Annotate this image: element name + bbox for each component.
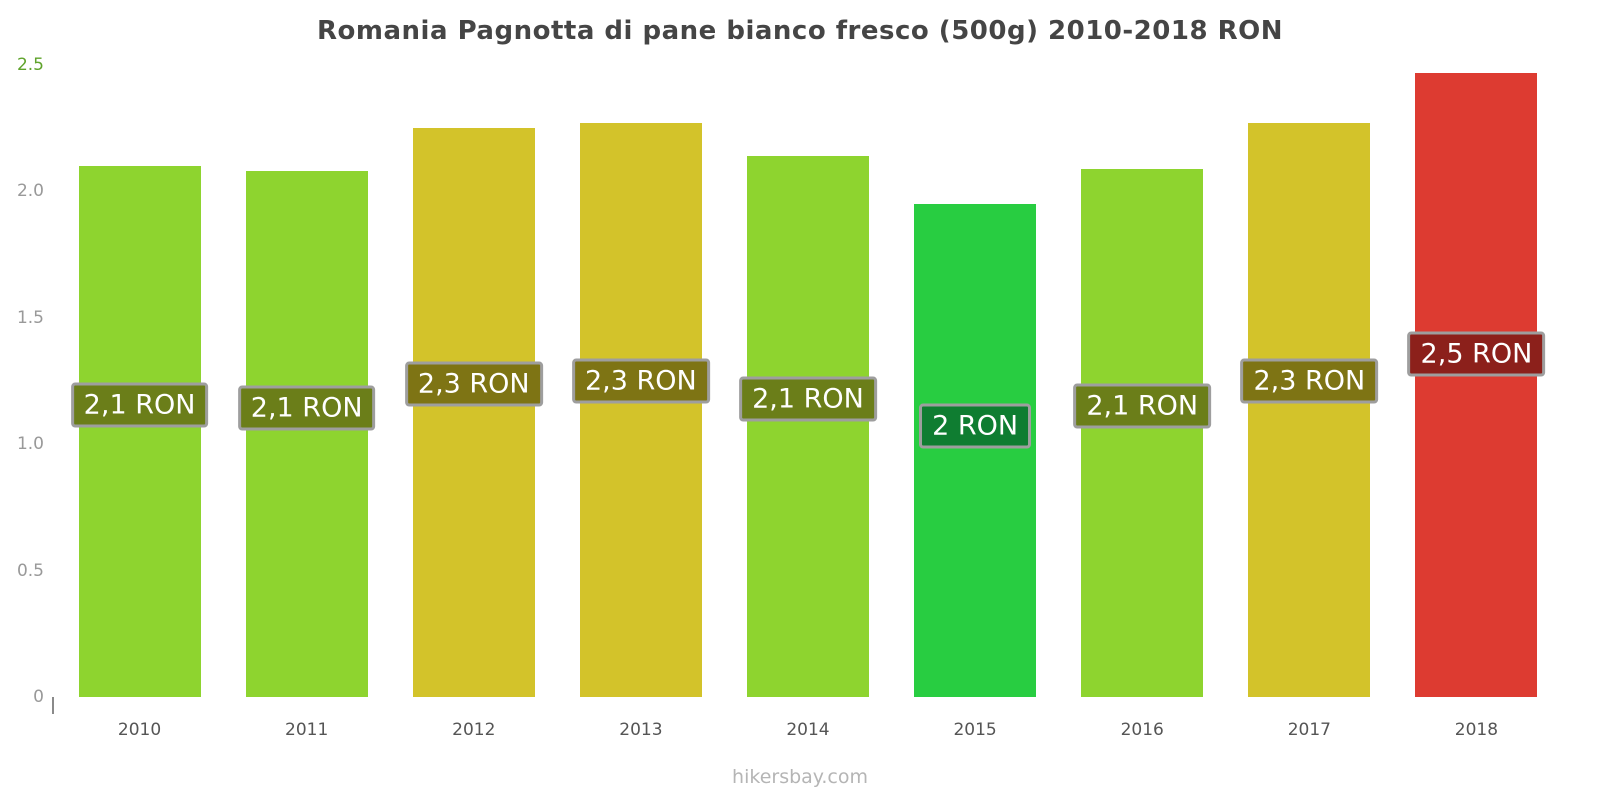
x-tick-label: 2016 [1120,720,1164,740]
bar-2010: 2,1 RON [70,166,209,697]
bar-2011: 2,1 RON [237,171,376,697]
bar-slot: 2,1 RON [223,65,390,697]
bar-value-label: 2,3 RON [572,358,710,404]
bar-2017: 2,3 RON [1240,123,1379,697]
bar-2018: 2,5 RON [1407,72,1546,697]
x-tick-label: 2014 [786,720,830,740]
bar-slot: 2,1 RON [724,65,891,697]
bar-value-label: 2,3 RON [1240,358,1379,404]
x-tick-label: 2010 [117,720,162,740]
y-tick-label: 0.5 [16,560,44,581]
y-tick-label: 1.0 [16,434,44,455]
bar-2014: 2,1 RON [739,156,877,697]
bar-value-label: 2,5 RON [1407,331,1546,377]
bar-slot: 2,3 RON [390,65,557,697]
x-axis: 2010 2011 2012 2013 2014 2015 2016 2017 2018 [56,720,1560,740]
y-axis: 2.5 2.0 1.5 1.0 0.5 0 [0,55,48,707]
x-tick-label: 2013 [619,720,663,740]
bar-slot: 2,3 RON [557,65,724,697]
bar-2015: 2 RON [914,204,1037,697]
chart-title: Romania Pagnotta di pane bianco fresco (… [317,16,1283,46]
bar-slot: 2,1 RON [56,65,223,697]
x-tick-label: 2012 [452,720,496,740]
bar-slot: 2,3 RON [1226,65,1393,697]
bar-value-label: 2 RON [919,403,1032,449]
y-tick-label: 2.0 [16,181,44,202]
axis-origin-tick [52,697,54,714]
bar-value-label: 2,1 RON [1073,383,1212,429]
bar-value-label: 2,1 RON [237,385,376,431]
x-tick-label: 2015 [953,720,997,740]
y-tick-label: 2.5 [16,55,44,75]
bar-slot: 2 RON [892,65,1059,697]
x-tick-label: 2011 [285,720,329,740]
x-tick-label: 2017 [1287,720,1331,740]
bar-2012: 2,3 RON [404,128,543,697]
bar-value-label: 2,1 RON [739,376,877,422]
plot-area: 2,1 RON 2,1 RON 2,3 RON 2,3 RON 2,1 RON 2 RON… [56,65,1560,697]
bar-value-label: 2,1 RON [70,382,209,428]
watermark-text: hikersbay.com [732,766,868,788]
y-tick-label: 1.5 [16,307,44,328]
bar-2016: 2,1 RON [1073,168,1212,697]
bar-2013: 2,3 RON [572,123,710,697]
bar-value-label: 2,3 RON [404,361,543,407]
bar-slot: 2,5 RON [1393,65,1560,697]
y-tick-label: 0 [33,687,44,707]
x-tick-label: 2018 [1454,720,1499,740]
bar-slot: 2,1 RON [1059,65,1226,697]
